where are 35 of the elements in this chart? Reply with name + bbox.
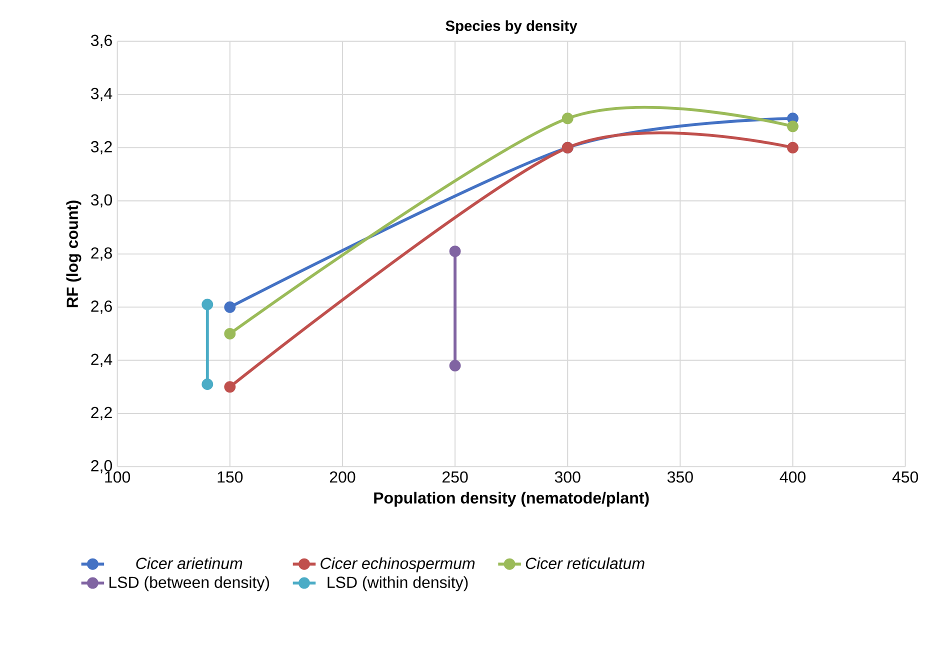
y-tick-label: 2,2 — [91, 406, 112, 420]
y-tick-label: 3,6 — [90, 34, 112, 48]
point — [224, 381, 236, 393]
y-tick-label: 2,6 — [91, 300, 112, 314]
x-tick-label: 300 — [554, 471, 580, 483]
point — [202, 378, 214, 390]
legend-label: LSD (between density) — [110, 576, 270, 592]
y-tick-label: 3,4 — [90, 88, 112, 102]
x-tick-label: 200 — [330, 471, 356, 483]
x-tick-label: 350 — [667, 471, 693, 483]
x-axis-title: Population density (nematode/plant) — [374, 492, 649, 507]
x-tick-label: 450 — [892, 471, 918, 483]
legend-label: Cicer reticulatum — [526, 557, 644, 570]
x-tick-label: 400 — [780, 471, 806, 483]
x-tick-label: 100 — [105, 471, 130, 483]
chart-title: Species by density — [446, 20, 578, 34]
point — [787, 120, 798, 132]
y-axis-title: RF (log count) — [66, 200, 82, 308]
x-tick-label: 150 — [218, 471, 243, 483]
point — [562, 112, 574, 124]
legend-label: Cicer echinospermum — [320, 557, 475, 572]
point — [202, 298, 214, 310]
y-tick-label: 2,8 — [91, 247, 112, 261]
y-tick-label: 3,2 — [90, 141, 112, 154]
point — [787, 142, 798, 154]
legend-label: Cicer arietinum — [136, 557, 242, 570]
legend-label: LSD (within density) — [328, 576, 468, 592]
point — [449, 360, 461, 372]
y-tick-label: 2,4 — [91, 354, 112, 367]
y-tick-label: 2,0 — [91, 460, 112, 474]
point — [224, 328, 236, 340]
point — [449, 246, 461, 258]
y-tick-label: 3,0 — [90, 194, 112, 208]
point — [224, 301, 236, 313]
x-tick-label: 250 — [442, 471, 468, 483]
